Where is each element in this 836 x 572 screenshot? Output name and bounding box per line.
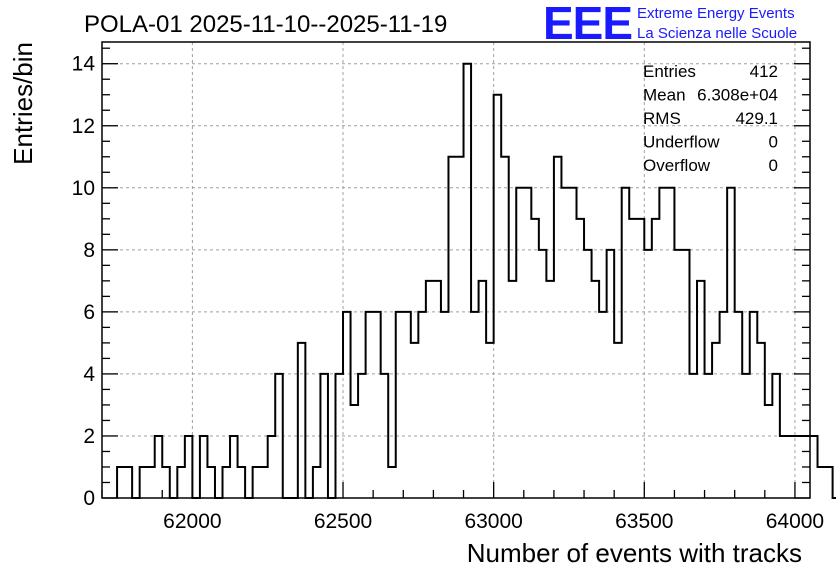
stat-label: RMS <box>643 109 681 128</box>
axis-tick-labels: 62000 62500 63000 63500 64000 0 2 4 6 8 10 12 14 <box>72 53 824 533</box>
stat-value: 0 <box>769 156 778 175</box>
eee-logo-mark: EEE <box>543 0 632 49</box>
y-tick-label: 2 <box>83 425 95 448</box>
stat-value: 6.308e+04 <box>697 86 778 105</box>
x-tick-label: 63500 <box>615 510 673 533</box>
y-tick-label: 8 <box>83 239 95 262</box>
x-tick-label: 62500 <box>314 510 372 533</box>
y-tick-label: 4 <box>83 363 95 386</box>
logo-line-1: Extreme Energy Events <box>637 5 795 22</box>
y-axis-title: Entries/bin <box>8 42 38 165</box>
plot-frame <box>101 41 811 499</box>
x-tick-label: 62000 <box>163 510 221 533</box>
stat-label: Mean <box>643 86 686 105</box>
stat-label: Underflow <box>643 133 720 152</box>
y-tick-label: 14 <box>72 53 96 76</box>
histogram-series <box>116 62 836 499</box>
stat-value: 429.1 <box>735 109 778 128</box>
logo-line-2: La Scienza nelle Scuole <box>637 25 797 42</box>
eee-logo: EEE Extreme Energy Events La Scienza nel… <box>543 0 797 49</box>
stat-label: Entries <box>643 62 696 81</box>
chart-title: POLA-01 2025-11-10--2025-11-19 <box>84 11 447 38</box>
stat-label: Overflow <box>643 156 711 175</box>
stats-box: Entries 412 Mean 6.308e+04 RMS 429.1 Underflow… <box>643 62 778 175</box>
y-tick-label: 10 <box>72 177 95 200</box>
y-tick-label: 12 <box>72 115 95 138</box>
axis-ticks <box>101 47 810 499</box>
y-tick-label: 0 <box>83 487 95 510</box>
stat-value: 0 <box>769 133 778 152</box>
stat-value: 412 <box>750 62 778 81</box>
x-axis-title: Number of events with tracks <box>467 538 802 568</box>
y-tick-label: 6 <box>83 301 95 324</box>
x-tick-label: 64000 <box>766 510 824 533</box>
x-tick-label: 63000 <box>464 510 522 533</box>
grid-lines <box>102 42 810 498</box>
